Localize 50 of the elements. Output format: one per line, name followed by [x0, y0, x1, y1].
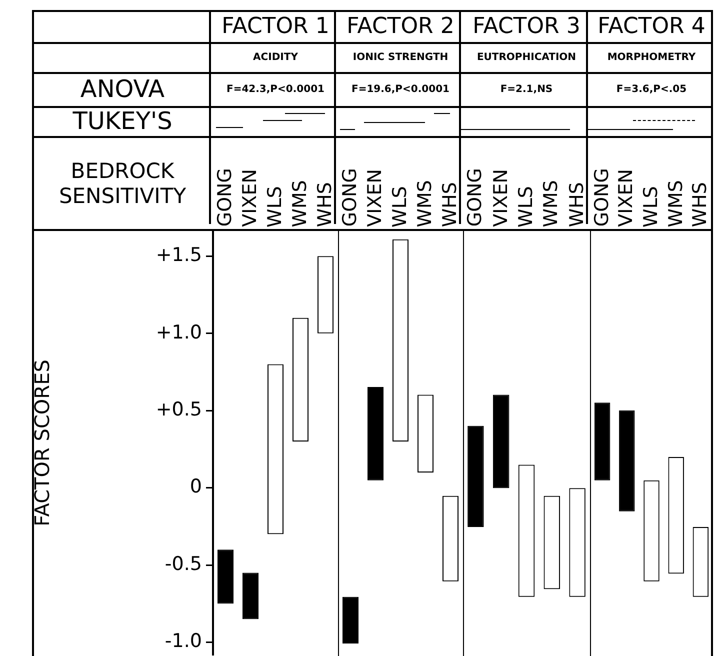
chart-title: FACTOR 4 — [598, 14, 706, 40]
chart-subtitle: ACIDITY — [253, 52, 298, 64]
y-tick-label: +0.5 — [156, 398, 202, 420]
x-tick-label: WLS — [514, 186, 537, 227]
x-tick-label: GONG — [590, 168, 613, 227]
text: F=2.1,NS — [500, 84, 553, 96]
x-tick-label: WLS — [389, 186, 411, 227]
chart-title: FACTOR 1 — [222, 14, 330, 40]
y-tick-label: +1.0 — [156, 321, 202, 344]
chart-subtitle: MORPHOMETRY — [607, 52, 696, 64]
chart-title: FACTOR 2 — [346, 14, 454, 40]
bar — [619, 410, 635, 512]
bar — [594, 402, 610, 480]
text: F=42.3,P<0.0001 — [226, 84, 324, 96]
x-tick-label: GONG — [214, 168, 236, 227]
text: F=3.6,P<.05 — [616, 84, 687, 96]
bar — [368, 387, 384, 480]
x-tick-label: VIXEN — [239, 169, 261, 227]
y-axis-title: FACTOR SCORES — [30, 360, 54, 526]
chart-subtitle: EUTROPHICATION — [476, 52, 576, 64]
y-tick-label: -0.5 — [164, 552, 202, 575]
bar — [242, 572, 258, 620]
x-tick-label: GONG — [339, 168, 361, 227]
y-tick-label: +1.5 — [156, 244, 202, 266]
bar — [218, 550, 234, 604]
bar — [492, 394, 510, 488]
x-tick-label: VIXEN — [615, 169, 638, 227]
x-tick-label: WLS — [640, 186, 662, 227]
x-tick-label: VIXEN — [490, 169, 512, 227]
chart-subtitle: IONIC STRENGTH — [352, 52, 448, 64]
text: BEDROCK SENSITIVITY — [58, 159, 188, 208]
x-tick-label: WHS — [314, 182, 336, 227]
bar — [342, 596, 358, 644]
x-tick-label: GONG — [464, 168, 486, 227]
y-tick-label: -1.0 — [164, 630, 202, 652]
x-tick-label: VIXEN — [364, 169, 386, 227]
x-tick-label: WMS — [664, 180, 687, 227]
bar — [468, 426, 484, 527]
x-tick-label: WHS — [689, 182, 712, 227]
chart-title: FACTOR 3 — [472, 14, 580, 40]
x-tick-label: WLS — [264, 186, 286, 227]
text: ANOVA — [80, 75, 165, 104]
y-tick-label: 0 — [190, 476, 202, 498]
x-tick-label: WMS — [540, 180, 562, 227]
x-tick-label: WHS — [439, 182, 461, 227]
text: F=19.6,P<0.0001 — [352, 84, 450, 96]
x-tick-label: WMS — [414, 180, 436, 227]
x-tick-label: WMS — [289, 180, 311, 227]
text: TUKEY'S — [72, 107, 172, 136]
x-tick-label: WHS — [566, 182, 588, 227]
